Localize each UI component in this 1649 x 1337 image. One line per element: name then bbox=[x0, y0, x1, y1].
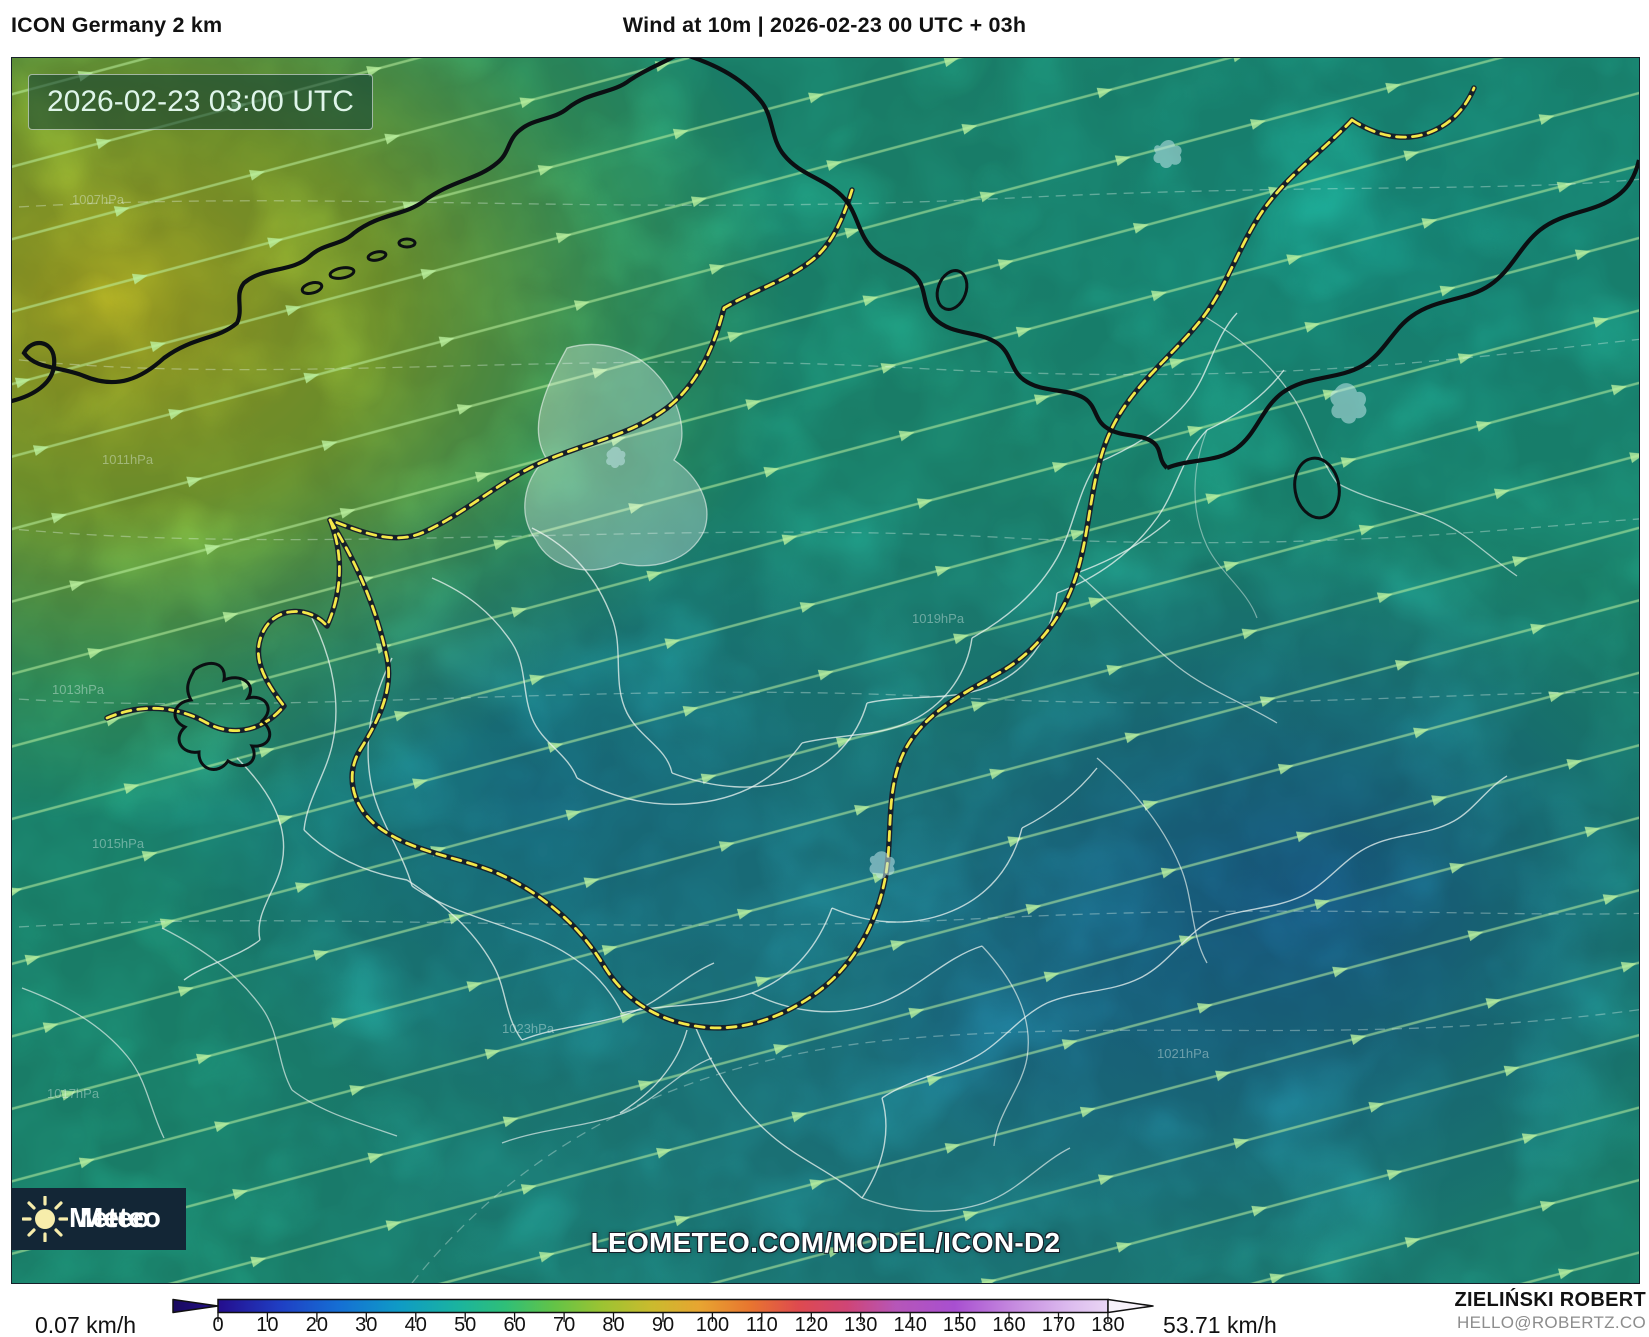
svg-text:110: 110 bbox=[746, 1314, 778, 1336]
svg-text:130: 130 bbox=[844, 1314, 877, 1336]
svg-text:140: 140 bbox=[894, 1314, 927, 1336]
svg-text:100: 100 bbox=[696, 1314, 729, 1336]
svg-text:70: 70 bbox=[553, 1314, 575, 1336]
svg-text:120: 120 bbox=[795, 1314, 828, 1336]
svg-text:30: 30 bbox=[355, 1314, 377, 1336]
svg-text:50: 50 bbox=[454, 1314, 476, 1336]
svg-text:0: 0 bbox=[212, 1314, 223, 1336]
svg-text:20: 20 bbox=[306, 1314, 328, 1336]
svg-text:80: 80 bbox=[602, 1314, 624, 1336]
svg-text:90: 90 bbox=[652, 1314, 674, 1336]
svg-text:60: 60 bbox=[503, 1314, 525, 1336]
svg-text:40: 40 bbox=[405, 1314, 427, 1336]
svg-text:180: 180 bbox=[1091, 1314, 1124, 1336]
svg-text:150: 150 bbox=[943, 1314, 976, 1336]
svg-text:170: 170 bbox=[1042, 1314, 1075, 1336]
svg-text:10: 10 bbox=[256, 1314, 278, 1336]
svg-text:160: 160 bbox=[992, 1314, 1025, 1336]
